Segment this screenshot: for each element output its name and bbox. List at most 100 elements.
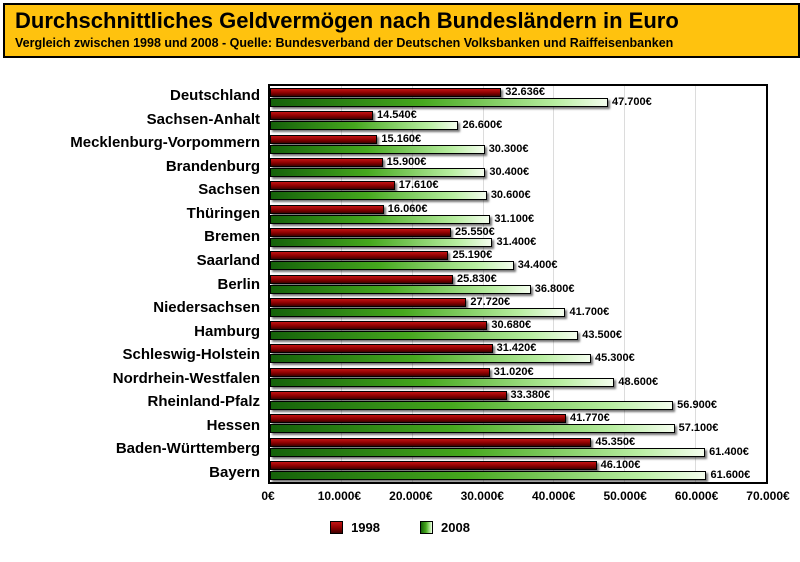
bar-2008: [270, 237, 493, 247]
bar-1998: [270, 297, 467, 307]
bar-value-label: 25.190€: [452, 249, 493, 262]
bar-value-label: 15.900€: [386, 156, 427, 169]
bar-1998: [270, 134, 378, 144]
x-tick-label: 20.000€: [389, 489, 433, 503]
chart-row: 15.900€ 30.400€: [270, 156, 766, 179]
bar-value-label: 30.680€: [491, 319, 532, 332]
bar-value-label: 56.900€: [677, 399, 717, 411]
bar-1998: [270, 181, 395, 191]
bar-1998: [270, 158, 383, 168]
bar-value-label: 17.610€: [398, 179, 439, 192]
plot-area: 32.636€ 47.700€ 14.540€ 26.600€ 15.160€ 30.30…: [268, 84, 768, 484]
bar-value-label: 43.500€: [582, 329, 622, 342]
chart-row: 45.350€ 61.400€: [270, 435, 766, 458]
bar-2008: [270, 121, 459, 131]
bar-value-label: 31.400€: [496, 235, 537, 248]
category-label: Bayern: [209, 463, 260, 481]
bar-2008: [270, 331, 579, 341]
chart-row: 41.770€ 57.100€: [270, 412, 766, 435]
bar-2008: [270, 168, 486, 178]
chart-row: 33.380€ 56.900€: [270, 389, 766, 412]
bar-chart: Deutschland Sachsen-Anhalt Mecklenburg-Vor…: [0, 84, 800, 535]
legend-swatch-1998: [330, 521, 344, 534]
bar-2008: [270, 447, 706, 457]
category-label: Rheinland-Pfalz: [147, 393, 260, 411]
gridline: [624, 86, 626, 482]
category-label: Berlin: [217, 275, 260, 293]
gridline: [695, 86, 697, 482]
category-label: Sachsen-Anhalt: [146, 110, 260, 128]
chart-row: 46.100€ 61.600€: [270, 459, 766, 482]
bar-1998: [270, 251, 449, 261]
bar-2008: [270, 377, 615, 387]
gridline: [553, 86, 555, 482]
bar-1998: [270, 227, 452, 237]
category-label: Schleswig-Holstein: [122, 346, 260, 364]
bar-value-label: 30.600€: [490, 189, 531, 202]
bar-1998: [270, 437, 592, 447]
bar-value-label: 26.600€: [462, 119, 503, 132]
bar-1998: [270, 391, 507, 400]
bar-value-label: 15.160€: [381, 132, 422, 145]
bar-1998: [270, 414, 566, 424]
x-tick-label: 0€: [261, 489, 275, 503]
chart-row: 32.636€ 47.700€: [270, 86, 766, 109]
bar-value-label: 27.720€: [470, 295, 511, 308]
bar-value-label: 46.100€: [600, 458, 641, 471]
bar-value-label: 45.350€: [595, 435, 636, 448]
bar-1998: [270, 111, 374, 121]
chart-title: Durchschnittliches Geldvermögen nach Bun…: [15, 8, 679, 33]
bar-value-label: 33.380€: [510, 389, 551, 401]
bar-value-label: 61.400€: [709, 445, 749, 458]
bar-2008: [270, 261, 514, 271]
gridline: [411, 86, 413, 482]
bar-2008: [270, 354, 591, 364]
bar-1998: [270, 204, 384, 214]
bar-value-label: 57.100€: [678, 422, 719, 435]
legend-item-2008: 2008: [420, 520, 470, 535]
chart-row: 17.610€ 30.600€: [270, 179, 766, 202]
legend-label-1998: 1998: [351, 520, 380, 535]
bar-value-label: 45.300€: [594, 352, 635, 365]
x-tick-label: 50.000€: [603, 489, 647, 503]
x-axis: 0€ 10.000€ 20.000€ 30.000€ 40.000€ 50.000€ 60.…: [6, 486, 789, 506]
bar-value-label: 41.700€: [569, 305, 610, 318]
bar-value-label: 47.700€: [611, 96, 652, 109]
chart-row: 31.020€ 48.600€: [270, 366, 766, 389]
legend: 1998 2008: [0, 520, 800, 535]
bar-value-label: 25.830€: [457, 272, 497, 285]
bar-2008: [270, 284, 531, 294]
legend-label-2008: 2008: [441, 520, 470, 535]
bar-value-label: 31.100€: [494, 212, 535, 225]
category-label: Deutschland: [169, 87, 260, 105]
bar-1998: [270, 367, 490, 377]
bar-value-label: 16.060€: [387, 202, 428, 215]
chart-subtitle: Vergleich zwischen 1998 und 2008 - Quell…: [15, 36, 674, 50]
bar-value-label: 30.400€: [489, 166, 530, 179]
x-tick-label: 30.000€: [460, 489, 504, 503]
category-label: Nordrhein-Westfalen: [112, 369, 260, 387]
legend-swatch-2008: [420, 521, 433, 534]
chart-row: 16.060€ 31.100€: [270, 202, 766, 225]
bar-1998: [270, 88, 502, 98]
chart-row: 27.720€ 41.700€: [270, 296, 766, 319]
bar-value-label: 31.420€: [496, 342, 537, 355]
bar-value-label: 61.600€: [710, 468, 751, 481]
chart-header: Durchschnittliches Geldvermögen nach Bun…: [3, 3, 800, 58]
chart-row: 15.160€ 30.300€: [270, 133, 766, 156]
x-tick-label: 70.000€: [746, 489, 790, 503]
bar-value-label: 32.636€: [505, 86, 545, 99]
bar-value-label: 41.770€: [569, 412, 610, 425]
bar-2008: [270, 424, 675, 434]
category-label: Mecklenburg-Vorpommern: [70, 134, 260, 152]
bar-2008: [270, 401, 674, 410]
bar-2008: [270, 214, 491, 224]
category-label: Niedersachsen: [153, 299, 260, 317]
x-axis-ticks: 0€ 10.000€ 20.000€ 30.000€ 40.000€ 50.000€ 60.…: [261, 486, 789, 506]
bar-1998: [270, 321, 488, 331]
bar-value-label: 31.020€: [493, 365, 534, 378]
category-label: Sachsen: [198, 181, 260, 199]
bars: 32.636€ 47.700€ 14.540€ 26.600€ 15.160€ 30.30…: [270, 86, 766, 482]
category-label: Saarland: [196, 251, 260, 269]
bar-value-label: 48.600€: [618, 375, 659, 388]
